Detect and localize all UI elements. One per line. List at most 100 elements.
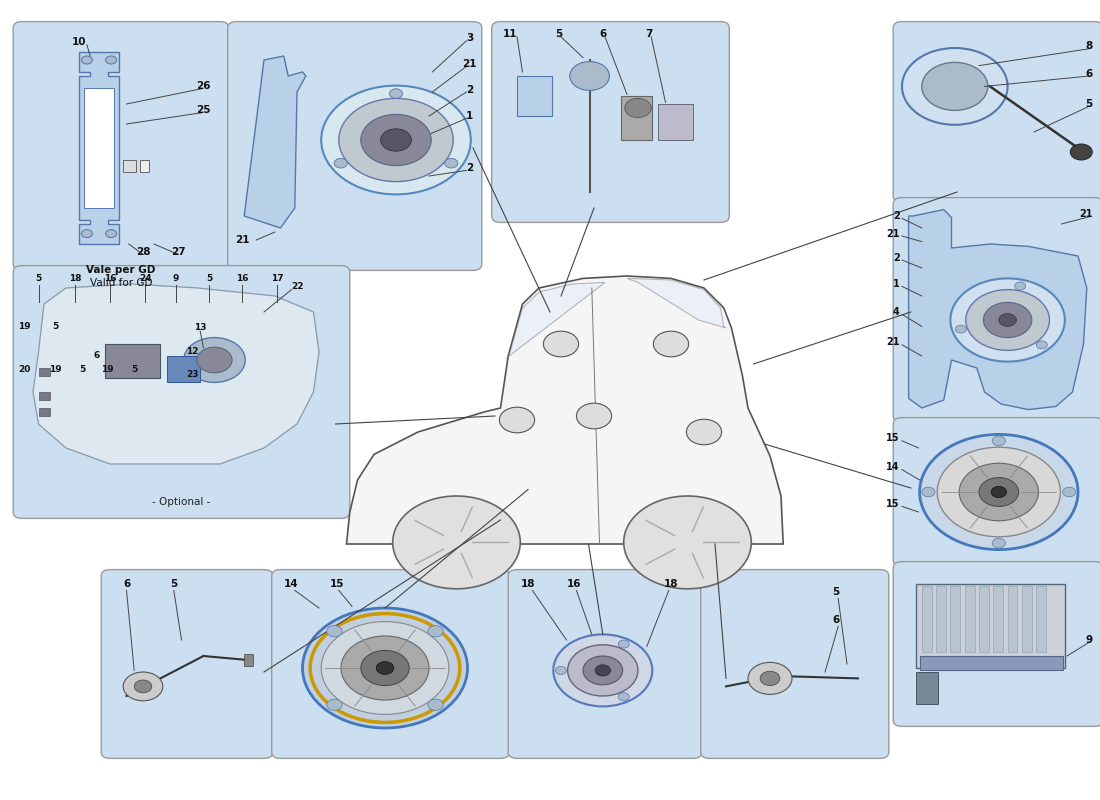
Circle shape (428, 699, 443, 710)
Text: 1: 1 (893, 279, 900, 289)
Text: 16: 16 (103, 274, 117, 283)
Text: 5: 5 (556, 29, 562, 38)
Text: 5: 5 (206, 274, 212, 283)
Bar (658, 104, 693, 140)
Polygon shape (84, 88, 114, 208)
Text: 21: 21 (887, 338, 900, 347)
Circle shape (920, 434, 1078, 550)
Text: 23: 23 (186, 370, 199, 379)
Text: 9: 9 (173, 274, 179, 283)
Bar (1036, 586, 1046, 652)
FancyBboxPatch shape (101, 570, 273, 758)
Circle shape (671, 531, 704, 554)
Text: 5: 5 (1085, 99, 1092, 109)
Text: 10: 10 (72, 37, 87, 46)
Bar (39, 368, 50, 376)
Text: 6: 6 (1085, 69, 1092, 78)
Text: 4: 4 (893, 307, 900, 317)
Bar (104, 344, 160, 378)
Text: 21: 21 (887, 229, 900, 238)
FancyBboxPatch shape (893, 418, 1100, 566)
Circle shape (361, 650, 409, 686)
Text: www.sparepartsforferraris.com: www.sparepartsforferraris.com (415, 294, 729, 474)
Text: 19: 19 (18, 322, 31, 331)
FancyBboxPatch shape (13, 266, 350, 518)
Circle shape (999, 314, 1016, 326)
Circle shape (381, 129, 411, 151)
Circle shape (983, 302, 1032, 338)
Text: 6: 6 (600, 29, 606, 38)
Bar (922, 586, 932, 652)
Text: 26: 26 (196, 82, 211, 91)
Circle shape (966, 290, 1049, 350)
Circle shape (992, 538, 1005, 548)
Text: 27: 27 (170, 247, 186, 257)
Text: 1: 1 (466, 111, 473, 121)
Text: 19: 19 (48, 365, 62, 374)
Circle shape (922, 487, 935, 497)
Circle shape (428, 626, 443, 637)
Circle shape (624, 496, 751, 589)
Text: 16: 16 (566, 579, 582, 589)
Circle shape (556, 666, 566, 674)
Circle shape (618, 693, 629, 701)
Polygon shape (346, 276, 783, 544)
Circle shape (106, 230, 117, 238)
Text: 8: 8 (1085, 42, 1092, 51)
Text: 5: 5 (131, 365, 138, 374)
Bar (1022, 586, 1032, 652)
FancyBboxPatch shape (893, 198, 1100, 422)
Bar (950, 586, 960, 652)
Bar (965, 586, 975, 652)
Text: 5: 5 (833, 587, 839, 597)
Circle shape (625, 98, 651, 118)
Circle shape (1070, 144, 1092, 160)
Circle shape (1036, 341, 1047, 349)
Bar (244, 654, 253, 666)
Circle shape (197, 347, 232, 373)
Text: 2: 2 (466, 85, 473, 94)
Circle shape (440, 531, 473, 554)
Text: 18: 18 (663, 579, 679, 589)
Circle shape (618, 640, 629, 648)
Text: 15: 15 (887, 499, 900, 509)
FancyBboxPatch shape (893, 22, 1100, 202)
Circle shape (937, 447, 1060, 537)
Text: 6: 6 (123, 579, 130, 589)
Circle shape (922, 62, 988, 110)
Bar (916, 584, 1065, 668)
Circle shape (652, 517, 723, 568)
Text: 12: 12 (186, 347, 199, 357)
FancyBboxPatch shape (13, 22, 229, 270)
Circle shape (553, 634, 652, 706)
Text: 9: 9 (1086, 635, 1092, 645)
Text: 5: 5 (170, 579, 177, 589)
Text: 14: 14 (284, 579, 299, 589)
Bar (517, 76, 552, 116)
Circle shape (134, 680, 152, 693)
Text: 28: 28 (135, 247, 151, 257)
Circle shape (576, 403, 612, 429)
Circle shape (992, 436, 1005, 446)
Circle shape (760, 671, 780, 686)
FancyBboxPatch shape (701, 570, 889, 758)
Text: Vale per GD: Vale per GD (86, 266, 156, 275)
Text: 17: 17 (271, 274, 284, 283)
Polygon shape (506, 282, 605, 358)
Text: 2: 2 (893, 211, 900, 221)
Circle shape (1063, 487, 1076, 497)
Bar (140, 160, 148, 172)
Circle shape (81, 56, 92, 64)
Polygon shape (909, 210, 1087, 410)
Text: 20: 20 (18, 365, 31, 374)
Circle shape (327, 699, 342, 710)
Text: 7: 7 (646, 29, 652, 38)
Circle shape (361, 114, 431, 166)
Circle shape (902, 48, 1008, 125)
Text: 25: 25 (196, 106, 211, 115)
Bar (39, 392, 50, 400)
Circle shape (184, 338, 245, 382)
Polygon shape (33, 284, 319, 464)
Circle shape (748, 662, 792, 694)
Circle shape (321, 86, 471, 194)
